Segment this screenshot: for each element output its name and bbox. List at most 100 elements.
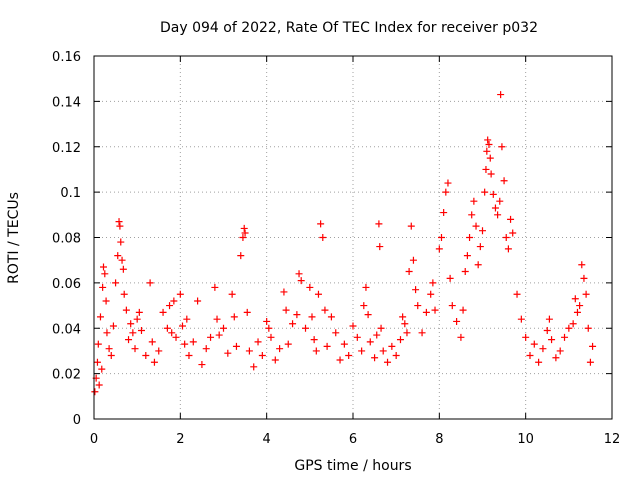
data-point xyxy=(576,302,584,310)
data-point xyxy=(561,333,569,341)
data-point xyxy=(440,209,448,217)
data-point xyxy=(250,363,258,371)
data-point xyxy=(118,256,126,264)
data-point xyxy=(543,327,551,335)
data-point xyxy=(362,283,370,291)
x-tick-label: 12 xyxy=(604,432,621,447)
data-point xyxy=(409,256,417,264)
data-point xyxy=(358,347,366,355)
x-tick-label: 8 xyxy=(435,432,443,447)
y-tick-label: 0 xyxy=(73,413,81,428)
data-point xyxy=(353,333,361,341)
data-point xyxy=(379,347,387,355)
x-tick-label: 6 xyxy=(349,432,357,447)
data-point xyxy=(327,313,335,321)
data-point xyxy=(377,324,385,332)
data-point xyxy=(91,388,99,396)
data-point xyxy=(502,234,510,241)
data-point xyxy=(589,342,597,350)
data-point xyxy=(99,283,107,291)
data-point xyxy=(302,324,310,332)
data-point xyxy=(412,286,420,294)
data-point xyxy=(319,234,327,241)
data-point xyxy=(388,342,396,350)
data-point xyxy=(228,290,236,298)
data-point xyxy=(96,313,104,321)
data-point xyxy=(115,218,123,226)
data-point xyxy=(435,245,443,253)
data-point xyxy=(103,329,111,337)
data-point xyxy=(437,234,445,241)
data-point xyxy=(345,351,353,359)
data-point xyxy=(446,274,454,282)
data-point xyxy=(481,188,489,196)
data-point xyxy=(105,345,113,353)
data-point xyxy=(194,297,202,305)
data-point xyxy=(483,147,491,155)
data-point xyxy=(99,263,107,271)
data-point xyxy=(172,333,180,341)
data-point xyxy=(224,349,232,357)
data-point xyxy=(535,358,543,366)
data-point xyxy=(332,329,340,337)
data-point xyxy=(485,140,493,148)
data-point xyxy=(427,290,435,298)
data-point xyxy=(489,190,497,198)
data-point xyxy=(509,229,517,237)
data-point xyxy=(178,322,186,330)
data-point xyxy=(500,177,508,185)
data-point xyxy=(241,229,249,237)
data-point xyxy=(463,252,471,260)
y-tick-label: 0.02 xyxy=(52,368,81,383)
data-point xyxy=(240,224,248,232)
x-axis-label: GPS time / hours xyxy=(294,458,411,474)
data-point xyxy=(418,329,426,337)
data-point xyxy=(129,329,137,337)
data-point xyxy=(189,338,197,346)
data-point xyxy=(484,136,492,144)
data-point xyxy=(466,234,474,241)
data-point xyxy=(163,324,171,332)
data-point xyxy=(457,333,465,341)
data-point xyxy=(142,351,150,359)
data-point xyxy=(431,306,439,314)
data-point xyxy=(131,345,139,353)
data-point xyxy=(137,327,145,335)
data-point xyxy=(360,302,368,310)
data-point xyxy=(127,320,135,328)
data-point xyxy=(133,315,141,323)
data-point xyxy=(276,345,284,353)
data-point xyxy=(280,288,288,296)
data-point xyxy=(293,311,301,319)
data-point xyxy=(349,322,357,330)
data-point xyxy=(556,347,564,355)
data-point xyxy=(310,336,318,344)
data-point xyxy=(166,302,174,310)
data-point xyxy=(507,215,515,223)
data-point xyxy=(517,315,525,323)
data-point xyxy=(207,333,215,341)
data-point xyxy=(476,243,484,251)
data-point xyxy=(202,345,210,353)
data-point xyxy=(573,308,581,316)
data-point xyxy=(119,265,127,273)
data-point xyxy=(569,320,577,328)
data-point xyxy=(487,170,495,178)
data-point xyxy=(155,347,163,355)
data-point xyxy=(109,322,117,330)
data-point xyxy=(486,154,494,162)
data-point xyxy=(101,270,109,278)
data-point xyxy=(220,324,227,332)
data-point xyxy=(321,306,329,314)
data-point xyxy=(230,313,238,321)
data-point xyxy=(243,308,251,316)
data-point xyxy=(102,297,110,305)
data-point xyxy=(159,308,167,316)
x-tick-label: 2 xyxy=(176,432,184,447)
axis-ticks: 0 2 4 6 8 10 12 0 0.02 0.04 0.06 0.08 0.1 0.12 0.14 0.1… xyxy=(52,50,620,447)
data-point xyxy=(120,290,128,298)
data-point xyxy=(526,351,534,359)
data-point xyxy=(213,315,221,323)
data-point xyxy=(405,268,413,276)
x-tick-label: 4 xyxy=(263,432,271,447)
